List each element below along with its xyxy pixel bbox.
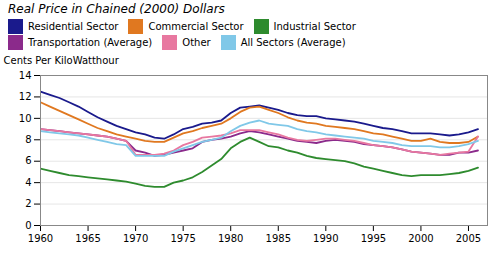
svg-text:2005: 2005 bbox=[456, 233, 481, 244]
html-text:Transportation (Average): Transportation (Average) bbox=[28, 37, 153, 49]
html-text:Commercial Sector: Commercial Sector bbox=[148, 20, 244, 32]
svg-text:Cents Per KiloWatthour: Cents Per KiloWatthour bbox=[4, 55, 120, 66]
svg-text:2000: 2000 bbox=[408, 233, 433, 244]
svg-text:6: 6 bbox=[25, 155, 31, 166]
svg-text:1995: 1995 bbox=[361, 233, 386, 244]
svg-text:1985: 1985 bbox=[266, 233, 291, 244]
svg-text:14: 14 bbox=[19, 70, 32, 81]
svg-text:10: 10 bbox=[19, 113, 32, 124]
html-text:All Sectors (Average): All Sectors (Average) bbox=[240, 37, 346, 49]
svg-text:0: 0 bbox=[25, 220, 31, 231]
html-text:Real Price in Chained (2000) D: Real Price in Chained (2000) Dollars bbox=[8, 2, 225, 16]
svg-text:4: 4 bbox=[25, 177, 31, 188]
svg-text:1990: 1990 bbox=[313, 233, 338, 244]
svg-text:1980: 1980 bbox=[218, 233, 243, 244]
html-text:Residential Sector: Residential Sector bbox=[28, 20, 119, 32]
html-text:Other: Other bbox=[182, 37, 211, 49]
svg-text:12: 12 bbox=[19, 91, 32, 102]
svg-text:2: 2 bbox=[25, 198, 31, 209]
svg-text:1965: 1965 bbox=[75, 233, 100, 244]
svg-text:1970: 1970 bbox=[123, 233, 148, 244]
svg-text:1975: 1975 bbox=[170, 233, 195, 244]
html-text:Industrial Sector: Industrial Sector bbox=[273, 20, 356, 32]
svg-text:8: 8 bbox=[25, 134, 31, 145]
svg-text:1960: 1960 bbox=[28, 233, 53, 244]
